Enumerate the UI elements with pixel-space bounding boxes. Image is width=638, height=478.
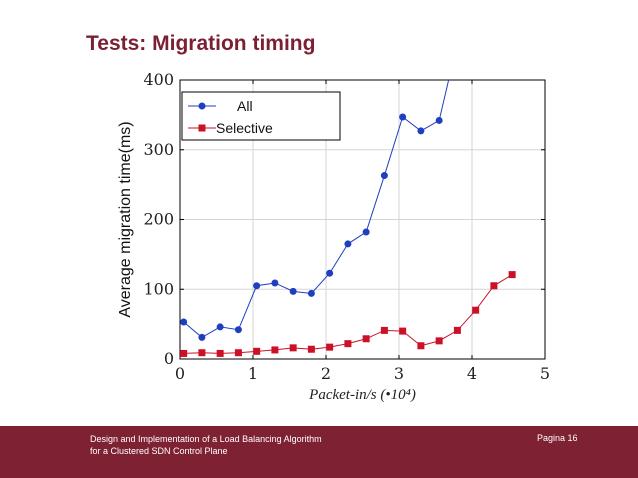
legend-label-all: All	[237, 98, 253, 114]
x-tick-label: 3	[394, 364, 404, 383]
y-tick-label: 200	[143, 210, 174, 229]
y-tick-label: 300	[143, 140, 174, 159]
point-selective	[490, 282, 498, 290]
y-axis-label: Average migration time(ms)	[117, 121, 134, 317]
axis-ticks: 0 1 2 3 4 5 0 100 200 300 400	[143, 70, 550, 383]
point-all	[180, 318, 188, 326]
point-all	[253, 282, 261, 290]
point-selective	[326, 343, 334, 351]
left-margin	[0, 0, 80, 478]
point-selective	[271, 346, 279, 354]
point-selective	[399, 327, 407, 335]
point-selective	[180, 349, 188, 357]
x-tick-label: 1	[248, 364, 258, 383]
legend-box	[181, 91, 341, 141]
series-line-all	[183, 79, 450, 338]
legend-label-selective: Selective	[216, 120, 273, 136]
legend: All Selective	[181, 91, 341, 141]
point-all	[344, 240, 352, 248]
point-selective	[435, 337, 443, 345]
y-tick-label: 100	[143, 279, 174, 298]
point-selective	[453, 326, 461, 334]
slide-title: Tests: Migration timing	[86, 32, 316, 55]
point-all	[234, 326, 242, 334]
point-selective	[508, 271, 516, 279]
point-selective	[198, 349, 206, 357]
page-number: Pagina 16	[537, 433, 578, 443]
footer-caption: Design and Implementation of a Load Bala…	[90, 433, 322, 457]
y-tick-label: 400	[143, 70, 174, 89]
point-selective	[472, 306, 480, 314]
x-tick-label: 4	[467, 364, 477, 383]
point-all	[380, 172, 388, 180]
x-tick-label: 2	[321, 364, 331, 383]
series-markers	[180, 113, 516, 357]
footer-bar	[0, 426, 638, 478]
x-axis-label: Packet-in/s (•10⁴)	[308, 387, 416, 403]
x-tick-label: 0	[175, 364, 185, 383]
point-selective	[234, 349, 242, 357]
point-all	[271, 279, 279, 287]
point-selective	[362, 335, 370, 343]
point-all	[326, 269, 334, 277]
point-selective	[307, 345, 315, 353]
point-selective	[417, 342, 425, 350]
x-tick-label: 5	[540, 364, 550, 383]
legend-marker-all	[198, 102, 206, 110]
point-all	[417, 127, 425, 135]
point-selective	[380, 326, 388, 334]
point-all	[198, 333, 206, 341]
point-all	[216, 323, 224, 331]
point-selective	[289, 344, 297, 352]
point-all	[435, 116, 443, 124]
point-selective	[216, 349, 224, 357]
footer-line-2: for a Clustered SDN Control Plane	[90, 446, 228, 456]
point-all	[289, 287, 297, 295]
legend-marker-selective	[198, 124, 206, 132]
point-selective	[253, 347, 261, 355]
point-selective	[344, 340, 352, 348]
point-all	[362, 228, 370, 236]
point-all	[307, 289, 315, 297]
point-all	[399, 113, 407, 121]
y-tick-label: 0	[164, 349, 174, 368]
footer-line-1: Design and Implementation of a Load Bala…	[90, 434, 322, 444]
